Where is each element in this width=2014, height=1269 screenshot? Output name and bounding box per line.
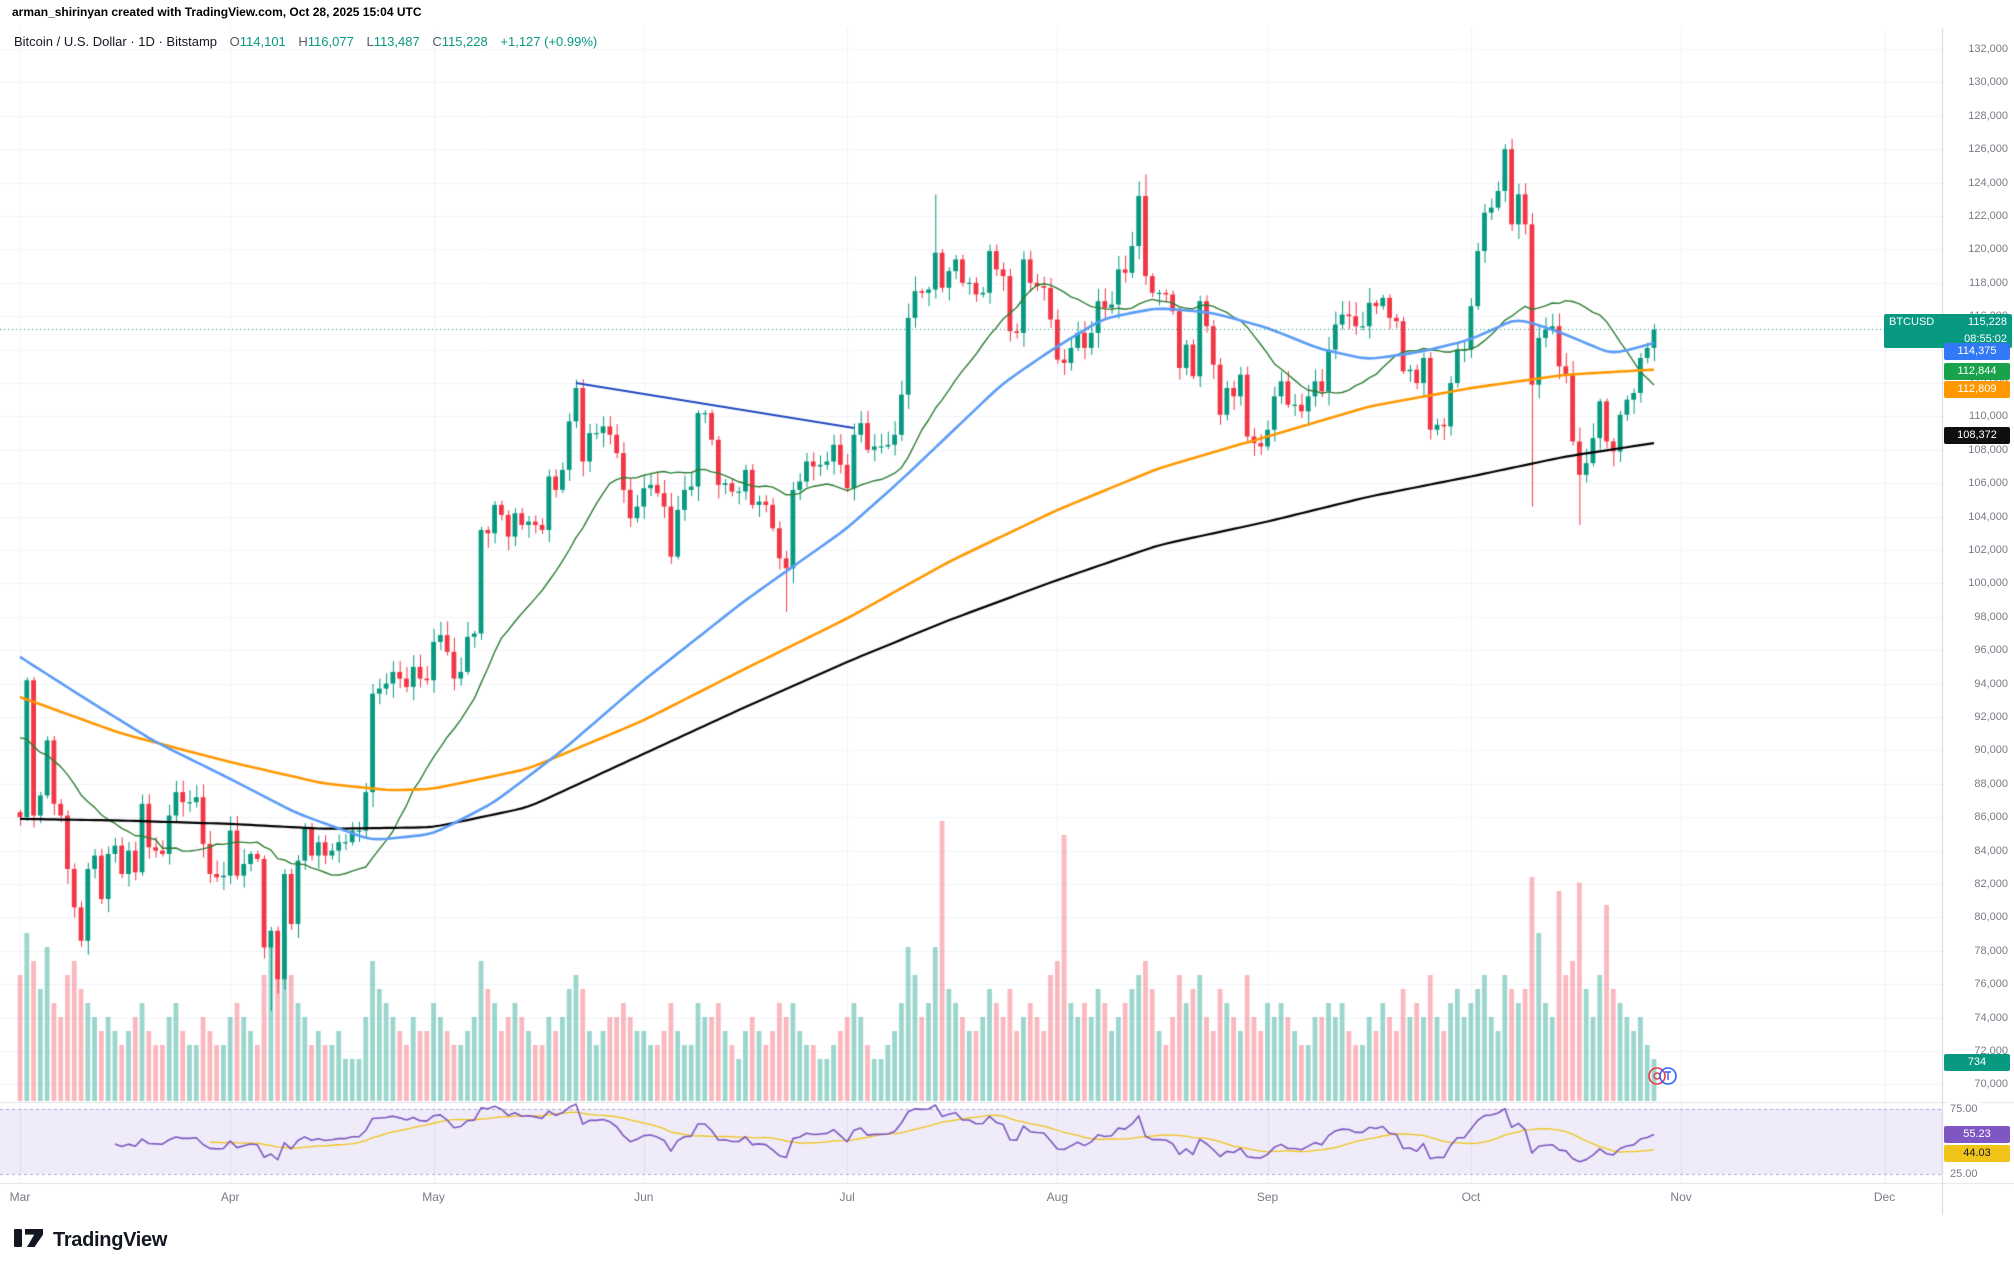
- ma50-price-label: 114,375: [1944, 343, 2010, 360]
- time-axis-label: Sep: [1256, 1190, 1279, 1204]
- price-tick-label: 126,000: [1968, 143, 2008, 156]
- price-tick-label: 80,000: [1974, 911, 2008, 924]
- price-tick-label: 94,000: [1974, 677, 2008, 690]
- price-tick-label: 98,000: [1974, 610, 2008, 623]
- ma100-price-label: 112,809: [1944, 381, 2010, 398]
- attribution-bar: arman_shirinyan created with TradingView…: [12, 5, 422, 19]
- price-tick-label: 122,000: [1968, 210, 2008, 222]
- price-tick-label: 100,000: [1968, 577, 2008, 590]
- ohlc-high: H116,077: [298, 34, 354, 49]
- time-axis-label: Nov: [1670, 1190, 1692, 1204]
- price-tick-label: 84,000: [1974, 844, 2008, 857]
- price-tick-label: 128,000: [1968, 109, 2008, 122]
- price-tick-label: 86,000: [1974, 811, 2008, 824]
- tradingview-logo-text: TradingView: [53, 1229, 168, 1251]
- exchange-logo-icon: [1646, 1066, 1680, 1091]
- symbol-tag: BTCUSD: [1889, 316, 1935, 328]
- price-tick-label: 74,000: [1974, 1011, 2008, 1024]
- rsi-ma-value-label: 44.03: [1944, 1145, 2010, 1162]
- ma200-price-label: 108,372: [1944, 427, 2010, 444]
- time-axis-label: Jun: [634, 1190, 654, 1204]
- chart-legend[interactable]: Bitcoin / U.S. Dollar · 1D · Bitstamp O1…: [14, 34, 597, 49]
- price-tick-label: 118,000: [1969, 276, 2008, 289]
- ohlc-close: C115,228: [432, 34, 488, 49]
- change-value: +1,127 (+0.99%): [500, 34, 598, 49]
- price-tick-label: 82,000: [1974, 878, 2008, 890]
- price-axis[interactable]: 70,000 72,000 74,000 76,000 78,000 80,000 82,0…: [1944, 0, 2014, 1220]
- price-tick-label: 106,000: [1968, 477, 2008, 490]
- price-tick-label: 88,000: [1974, 777, 2008, 790]
- volume-value-label: 734: [1944, 1054, 2010, 1071]
- time-axis-label: May: [422, 1190, 445, 1204]
- tradingview-logo[interactable]: TradingView: [14, 1226, 167, 1255]
- price-tick-label: 96,000: [1974, 644, 2008, 657]
- symbol-title[interactable]: Bitcoin / U.S. Dollar · 1D · Bitstamp: [14, 34, 217, 49]
- price-tick-label: 76,000: [1974, 978, 2008, 991]
- time-axis-label: Mar: [9, 1190, 31, 1204]
- rsi-value-label: 55.23: [1944, 1126, 2010, 1143]
- time-axis-label: Aug: [1046, 1190, 1069, 1204]
- time-axis[interactable]: Mar Apr May Jun Jul Aug Sep Oct Nov Dec: [0, 1186, 2014, 1214]
- time-axis-label: Dec: [1873, 1190, 1896, 1204]
- price-tick-label: 104,000: [1968, 510, 2008, 523]
- price-tick-label: 130,000: [1968, 76, 2008, 89]
- rsi-lower-band-label: 25.00: [1948, 1167, 1980, 1181]
- time-axis-label: Jul: [839, 1190, 855, 1204]
- price-tick-label: 78,000: [1974, 944, 2008, 957]
- time-axis-label: Apr: [220, 1190, 240, 1204]
- ma20-price-label: 112,844: [1944, 363, 2010, 380]
- price-tick-label: 110,000: [1969, 410, 2008, 423]
- last-price-value: 115,228: [1968, 316, 2007, 328]
- price-tick-label: 92,000: [1974, 711, 2008, 723]
- time-axis-label: Oct: [1461, 1190, 1481, 1204]
- ohlc-open: O114,101: [229, 34, 286, 49]
- last-price-label: BTCUSD 115,228 08:55:02: [1884, 314, 2012, 348]
- ohlc-low: L113,487: [366, 34, 420, 49]
- price-tick-label: 70,000: [1974, 1078, 2008, 1091]
- rsi-upper-band-label: 75.00: [1948, 1102, 1980, 1116]
- tradingview-logo-icon: [14, 1226, 44, 1255]
- price-tick-label: 124,000: [1968, 176, 2008, 189]
- price-tick-label: 132,000: [1968, 43, 2008, 55]
- bar-countdown: 08:55:02: [1964, 333, 2007, 345]
- price-tick-label: 120,000: [1968, 243, 2008, 256]
- price-tick-label: 102,000: [1968, 544, 2008, 556]
- price-tick-label: 108,000: [1968, 443, 2008, 456]
- price-tick-label: 90,000: [1974, 744, 2008, 757]
